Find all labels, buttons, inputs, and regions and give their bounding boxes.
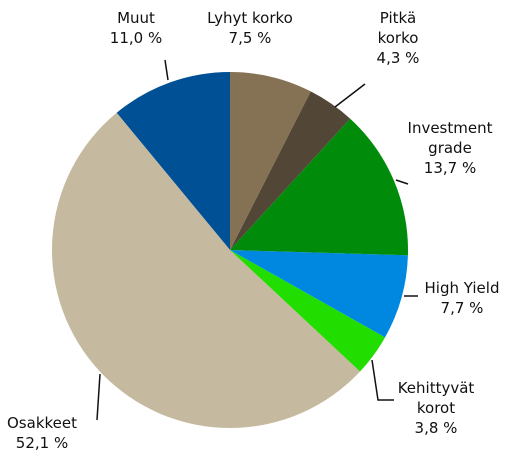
leader-lines [96,59,418,421]
slice-label: Kehittyvät korot 3,8 % [386,378,486,438]
pie-slice [230,250,408,338]
category-name: High Yield [424,279,500,297]
pie-slice [230,118,408,256]
pie-slice [52,112,361,428]
value-label: 7,7 % [440,299,484,317]
slice-label: Pitkä korko 4,3 % [368,8,428,68]
slice-label: Osakkeet 52,1 % [0,413,87,453]
category-name: Kehittyvät korot [397,379,475,417]
leader-line [164,59,169,81]
category-name: Investment grade [407,119,493,157]
value-label: 7,5 % [228,29,272,47]
category-name: Muut [117,9,155,27]
slice-label: Muut 11,0 % [96,8,176,48]
pie-slice [230,250,386,372]
leader-line [334,83,366,108]
slice-label: Investment grade 13,7 % [390,118,510,178]
slice-label: High Yield 7,7 % [407,278,511,318]
category-name: Lyhyt korko [207,9,293,27]
pie-slice [230,72,311,250]
category-name: Pitkä korko [377,9,419,47]
value-label: 11,0 % [109,29,163,47]
value-label: 3,8 % [414,419,458,437]
pie-slice [116,72,230,250]
slice-label: Lyhyt korko 7,5 % [190,8,310,48]
leader-line [395,179,409,185]
value-label: 4,3 % [376,49,420,67]
category-name: Osakkeet [7,414,77,432]
value-label: 13,7 % [423,159,477,177]
value-label: 52,1 % [15,434,69,452]
leader-line [371,359,394,401]
pie-slice [230,91,351,250]
leader-line [96,373,101,421]
